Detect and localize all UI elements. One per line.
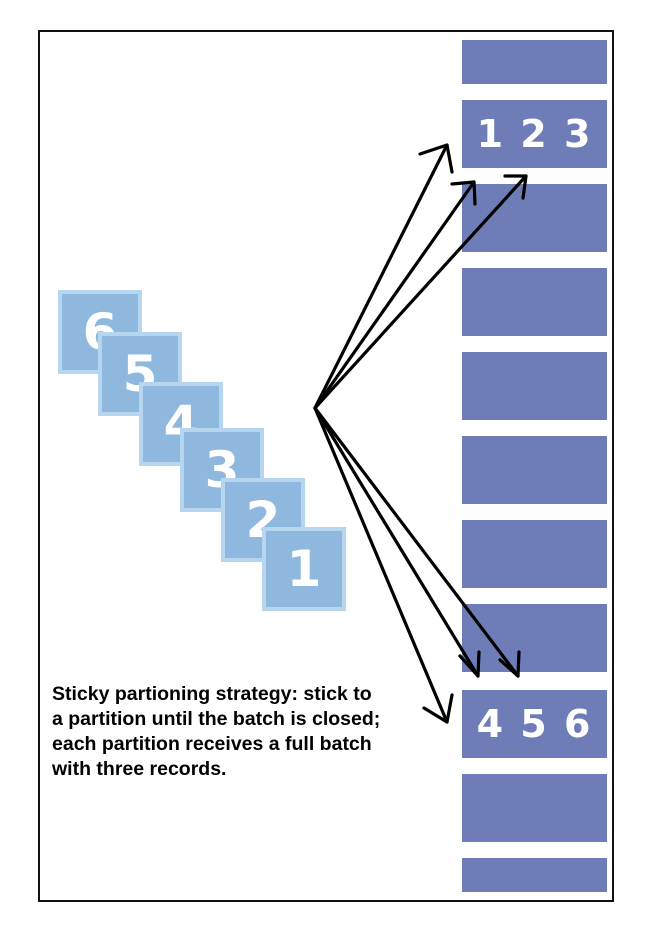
caption: Sticky partioning strategy: stick to a p… xyxy=(52,683,381,780)
partition-8: 4 5 6 xyxy=(462,690,607,758)
record-1: 1 xyxy=(262,527,346,611)
partition-7 xyxy=(462,604,607,672)
partition-2 xyxy=(462,184,607,252)
partition-1: 1 2 3 xyxy=(462,100,607,168)
partition-6 xyxy=(462,520,607,588)
partition-5 xyxy=(462,436,607,504)
partition-10 xyxy=(462,858,607,892)
partition-4 xyxy=(462,352,607,420)
partition-3 xyxy=(462,268,607,336)
partition-0 xyxy=(462,40,607,84)
partition-9 xyxy=(462,774,607,842)
